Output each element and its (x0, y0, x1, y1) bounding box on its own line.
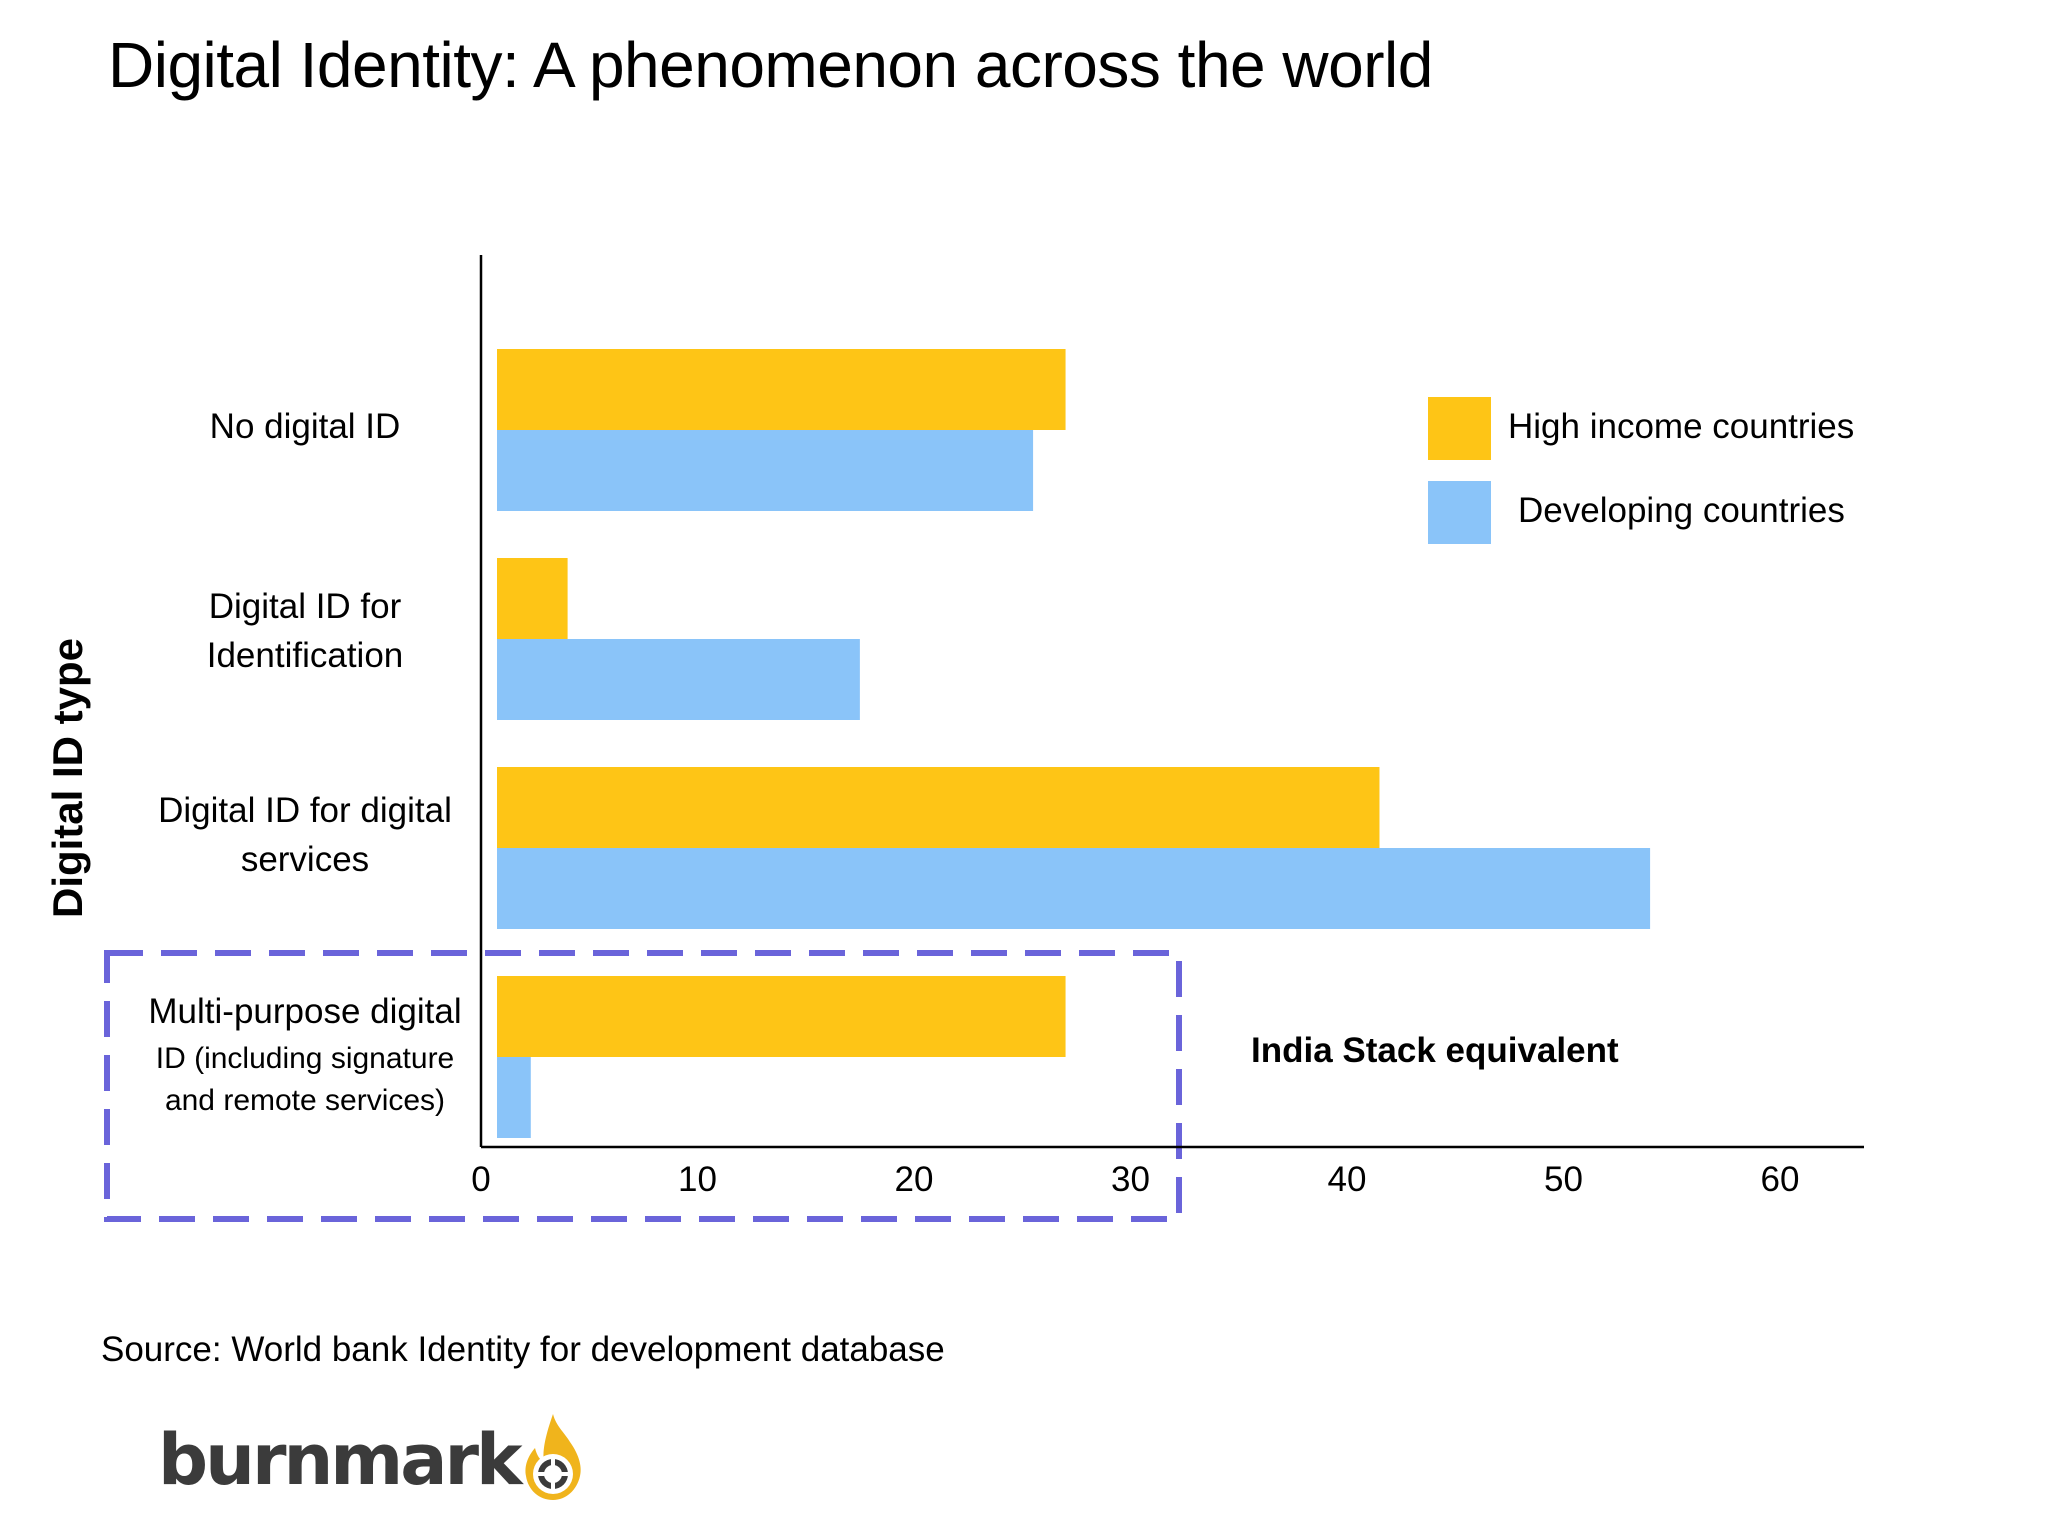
legend: High income countries Developing countri… (1428, 397, 1854, 544)
x-tick-label: 30 (1111, 1160, 1150, 1199)
x-tick-labels: 0 10 20 30 40 50 60 (471, 1160, 1799, 1199)
legend-label-developing: Developing countries (1518, 491, 1845, 530)
legend-swatch-high-income (1428, 397, 1491, 460)
page-title: Digital Identity: A phenomenon across th… (108, 29, 1433, 101)
x-tick-label: 0 (471, 1160, 490, 1199)
category-label-1: Identification (207, 636, 404, 675)
x-tick-label: 10 (678, 1160, 717, 1199)
y-axis-title: Digital ID type (44, 638, 91, 918)
category-label-2: services (241, 840, 369, 879)
bars-group (497, 349, 1651, 1138)
bar-developing-1 (497, 639, 860, 720)
category-label-3: Multi-purpose digital (148, 992, 461, 1031)
category-label-1: Digital ID for (209, 587, 402, 626)
bar-high-income-2 (497, 767, 1380, 848)
category-label-2: Digital ID for digital (158, 791, 452, 830)
legend-swatch-developing (1428, 481, 1491, 544)
x-tick-label: 60 (1761, 1160, 1800, 1199)
source-note: Source: World bank Identity for developm… (101, 1330, 945, 1369)
highlight-box (104, 950, 1182, 1222)
bar-developing-0 (497, 430, 1034, 511)
legend-label-high-income: High income countries (1508, 407, 1854, 446)
bar-developing-2 (497, 848, 1651, 929)
category-labels: No digital ID Digital ID for Identificatio… (148, 407, 461, 1117)
x-tick-label: 50 (1544, 1160, 1583, 1199)
x-tick-label: 20 (895, 1160, 934, 1199)
bar-high-income-1 (497, 558, 568, 639)
logo-text: burnmark (158, 1419, 523, 1501)
category-label-3: and remote services) (165, 1084, 445, 1117)
category-label-3: ID (including signature (156, 1042, 455, 1075)
india-stack-annotation: India Stack equivalent (1251, 1031, 1619, 1070)
category-label-0: No digital ID (210, 407, 401, 446)
bar-developing-3 (497, 1057, 531, 1138)
x-tick-label: 40 (1328, 1160, 1367, 1199)
bar-high-income-3 (497, 976, 1066, 1057)
burnmark-logo: burnmark (158, 1405, 584, 1515)
flame-target-icon (525, 1414, 581, 1500)
bar-high-income-0 (497, 349, 1066, 430)
